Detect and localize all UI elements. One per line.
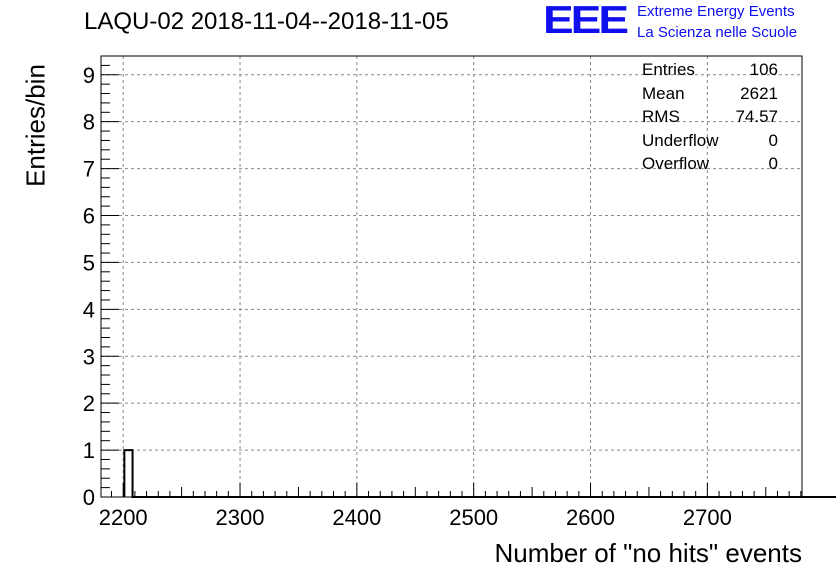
tick-labels: 2200 2300 2400 2500 2600 2700 0 1 2 3 4 5 6 7 8 9: [83, 63, 732, 530]
tick-marks: [101, 55, 802, 498]
plot-frame: [100, 55, 803, 498]
x-tick-label: 2500: [449, 505, 498, 530]
stat-label: Overflow: [642, 154, 710, 173]
y-tick-label: 1: [83, 438, 95, 463]
logo-line-2: La Scienza nelle Scuole: [637, 24, 798, 41]
y-tick-label: 7: [83, 157, 95, 182]
y-tick-label: 3: [83, 344, 95, 369]
y-axis-label: Entries/bin: [20, 64, 51, 187]
y-tick-label: 5: [83, 250, 95, 275]
axes: [100, 55, 803, 498]
stat-value: 74.57: [735, 107, 778, 126]
stat-row-underflow: Underflow 0: [642, 129, 778, 153]
y-tick-label: 6: [83, 204, 95, 229]
stat-value: 0: [768, 130, 778, 150]
y-tick-label: 9: [83, 63, 95, 88]
stat-value: 106: [749, 60, 778, 79]
x-tick-label: 2600: [566, 505, 615, 530]
y-tick-label: 8: [83, 110, 95, 135]
stat-label: Entries: [642, 60, 695, 79]
grid-lines: [101, 56, 802, 497]
y-tick-label: 2: [83, 391, 95, 416]
stat-label: Underflow: [642, 130, 719, 150]
stat-value: 0: [768, 154, 778, 173]
stat-row-entries: Entries 106: [642, 58, 778, 82]
stat-value: 2621: [740, 83, 778, 103]
eee-logo: EEE: [543, 0, 629, 42]
y-tick-label: 4: [83, 297, 95, 322]
y-tick-label: 0: [83, 485, 95, 510]
x-tick-label: 2200: [99, 505, 148, 530]
x-axis-label: Number of "no hits" events: [494, 538, 803, 568]
logo-line-1: Extreme Energy Events: [637, 3, 795, 20]
stat-row-rms: RMS 74.57: [642, 105, 778, 129]
stat-label: RMS: [642, 107, 680, 126]
x-tick-label: 2400: [332, 505, 381, 530]
stat-row-mean: Mean 2621: [642, 82, 778, 106]
chart-title: LAQU-02 2018-11-04--2018-11-05: [84, 8, 449, 35]
x-tick-label: 2700: [683, 505, 732, 530]
stats-box: Entries 106 Mean 2621 RMS 74.57 Underflo…: [642, 58, 778, 176]
x-tick-label: 2300: [216, 505, 265, 530]
stat-label: Mean: [642, 83, 685, 103]
stat-row-overflow: Overflow 0: [642, 152, 778, 176]
